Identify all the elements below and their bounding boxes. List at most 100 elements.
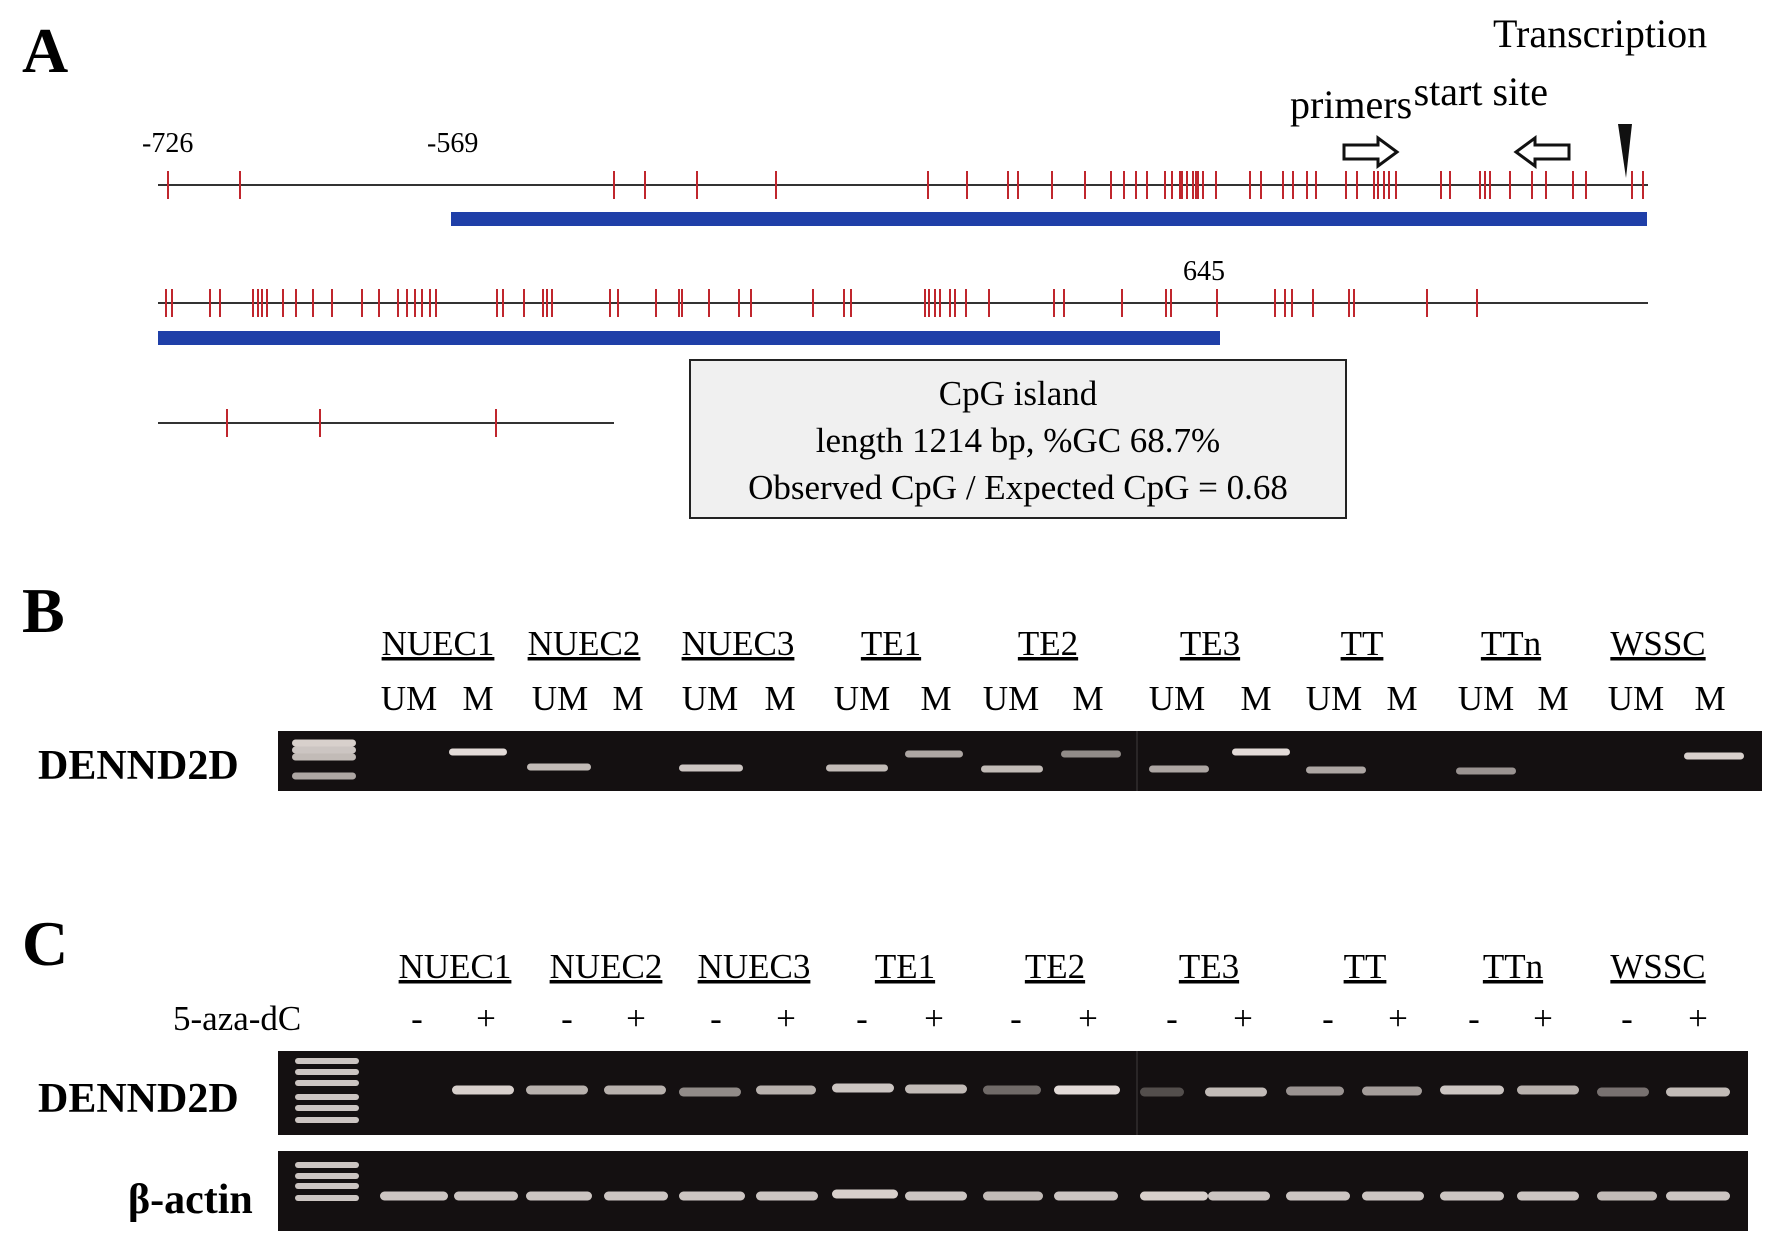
gel-band — [292, 746, 356, 754]
ladder-band — [295, 1195, 359, 1201]
tss-label-line1: Transcription — [1493, 11, 1707, 56]
panel-b-lane-um: UM — [834, 679, 890, 718]
cpg-island-bar-2 — [158, 331, 1220, 345]
gel-band — [1208, 1191, 1270, 1201]
gel-band — [1286, 1086, 1344, 1096]
minus-sign: - — [1166, 999, 1178, 1038]
gel-band — [1306, 766, 1366, 774]
tss-label-line2: start site — [1414, 69, 1548, 114]
ladder-band — [295, 1183, 359, 1189]
panel-c-treatment-signs: - + - + - + - + - + - + - + - + - + — [411, 999, 1708, 1038]
panel-c-actin-bands — [295, 1162, 1730, 1201]
gel-band — [983, 1191, 1043, 1201]
panel-b-sample-tt: TT — [1341, 624, 1384, 663]
panel-b-lane-m: M — [1072, 679, 1103, 718]
gel-band — [452, 1085, 514, 1095]
panel-b-lane-m: M — [612, 679, 643, 718]
panel-b-sample-nuec1: NUEC1 — [382, 624, 495, 663]
position-label-645: 645 — [1183, 256, 1225, 287]
minus-sign: - — [1468, 999, 1480, 1038]
forward-primer-arrow-icon — [1342, 135, 1400, 169]
info-line-1: CpG island — [939, 374, 1098, 413]
plus-sign: + — [1688, 999, 1708, 1038]
gel-band — [832, 1083, 894, 1093]
panel-b-sample-nuec3: NUEC3 — [682, 624, 795, 663]
plus-sign: + — [924, 999, 944, 1038]
ladder-band — [295, 1058, 359, 1064]
gel-band — [826, 764, 888, 772]
ladder-band — [295, 1162, 359, 1168]
gel-band — [905, 750, 963, 758]
gel-band — [905, 1084, 967, 1094]
gel-band — [679, 1191, 745, 1201]
cpg-island-info-box — [689, 359, 1347, 519]
gel-band — [604, 1191, 668, 1201]
panel-c-control-label: β-actin — [128, 1177, 253, 1223]
ladder-band — [295, 1094, 359, 1100]
gel-band — [604, 1085, 666, 1095]
gel-band — [756, 1085, 816, 1095]
panel-c-sample-te2: TE2 — [1025, 947, 1085, 986]
gel-band — [449, 748, 507, 756]
panel-b-sample-te3: TE3 — [1180, 624, 1240, 663]
panel-c-sample-nuec1: NUEC1 — [399, 947, 512, 986]
panel-c-sample-wssc: WSSC — [1610, 947, 1705, 986]
gel-band — [1517, 1085, 1579, 1095]
panel-b-lane-um: UM — [1608, 679, 1664, 718]
panel-b-lane-m: M — [462, 679, 493, 718]
plus-sign: + — [1233, 999, 1253, 1038]
cpg-island-bar-1 — [451, 212, 1647, 226]
gel-band — [1054, 1085, 1120, 1095]
panel-b-lane-um: UM — [1149, 679, 1205, 718]
gel-band — [526, 1085, 588, 1095]
panel-c-sample-nuec2: NUEC2 — [550, 947, 663, 986]
gel-band — [679, 764, 743, 772]
gel-band — [1456, 767, 1516, 775]
panel-c-gene-label: DENND2D — [38, 1076, 239, 1122]
gel-band — [1440, 1085, 1504, 1095]
plus-sign: + — [1533, 999, 1553, 1038]
panel-b-lane-um: UM — [532, 679, 588, 718]
plus-sign: + — [1388, 999, 1408, 1038]
minus-sign: - — [411, 999, 423, 1038]
ladder-band — [295, 1069, 359, 1075]
gel-band — [292, 753, 356, 761]
panel-label-c: C — [22, 908, 68, 979]
panel-b-sample-ttn: TTn — [1481, 624, 1541, 663]
panel-b-lane-labels: UM M UM M UM M UM M UM M UM M UM M UM M UM M — [381, 679, 1726, 718]
gel-band — [1140, 1087, 1184, 1097]
panel-b-gel-bands — [292, 739, 1744, 780]
gel-band — [983, 1085, 1041, 1095]
plus-sign: + — [1078, 999, 1098, 1038]
gel-band — [1666, 1087, 1730, 1097]
gel-band — [1517, 1191, 1579, 1201]
gel-band — [1684, 752, 1744, 760]
ladder-band — [295, 1105, 359, 1111]
minus-sign: - — [1010, 999, 1022, 1038]
reverse-primer-arrow-icon — [1513, 135, 1571, 169]
cpg-sites-row-3 — [226, 409, 497, 437]
panel-b-lane-m: M — [1240, 679, 1271, 718]
position-label-569: -569 — [427, 128, 478, 159]
gel-band — [527, 763, 591, 771]
panel-b-lane-m: M — [920, 679, 951, 718]
panel-b-lane-m: M — [764, 679, 795, 718]
panel-b-gel-image — [278, 731, 1762, 791]
plus-sign: + — [776, 999, 796, 1038]
panel-b-lane-m: M — [1694, 679, 1725, 718]
gel-band — [1440, 1191, 1504, 1201]
gel-band — [981, 765, 1043, 773]
panel-label-a: A — [22, 15, 68, 86]
gel-band — [1061, 750, 1121, 758]
gel-band — [1362, 1191, 1424, 1201]
panel-c-sample-tt: TT — [1344, 947, 1387, 986]
info-line-2: length 1214 bp, %GC 68.7% — [816, 421, 1220, 460]
gel-band — [832, 1189, 898, 1199]
gel-band — [1362, 1086, 1422, 1096]
cpg-sites-row-2 — [165, 289, 1478, 317]
panel-c-sample-ttn: TTn — [1483, 947, 1543, 986]
panel-label-b: B — [22, 575, 65, 646]
panel-c-actin-gel — [278, 1151, 1748, 1231]
panel-b-lane-m: M — [1537, 679, 1568, 718]
gel-band — [1597, 1087, 1649, 1097]
